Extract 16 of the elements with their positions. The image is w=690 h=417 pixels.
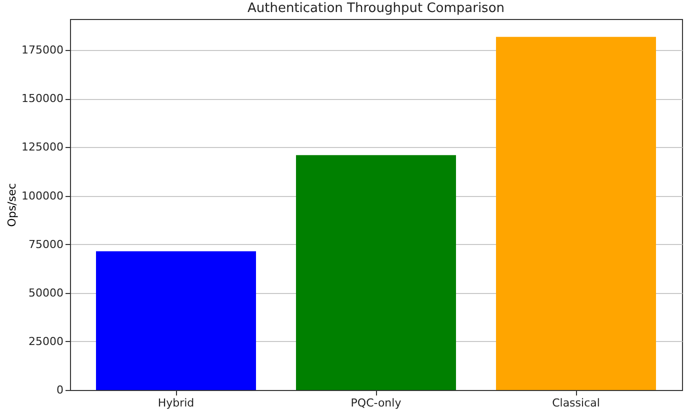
x-tick-label: Classical xyxy=(552,396,600,410)
y-tick-label: 75000 xyxy=(28,238,64,251)
y-tick-label: 25000 xyxy=(28,334,64,348)
y-tick-label: 150000 xyxy=(22,92,64,106)
y-axis-title: Ops/sec xyxy=(6,183,19,227)
y-tick-label: 0 xyxy=(56,384,64,396)
bar xyxy=(496,36,656,390)
chart-title: Authentication Throughput Comparison xyxy=(247,1,505,16)
y-tick-label: 125000 xyxy=(22,140,64,154)
bar xyxy=(296,155,456,390)
y-tick-label: 175000 xyxy=(22,44,64,57)
y-tick-label: 100000 xyxy=(22,189,64,202)
bar xyxy=(96,251,256,390)
x-tick-label: PQC-only xyxy=(350,396,402,410)
x-tick-label: Hybrid xyxy=(158,396,194,410)
y-tick-label: 50000 xyxy=(28,286,64,300)
